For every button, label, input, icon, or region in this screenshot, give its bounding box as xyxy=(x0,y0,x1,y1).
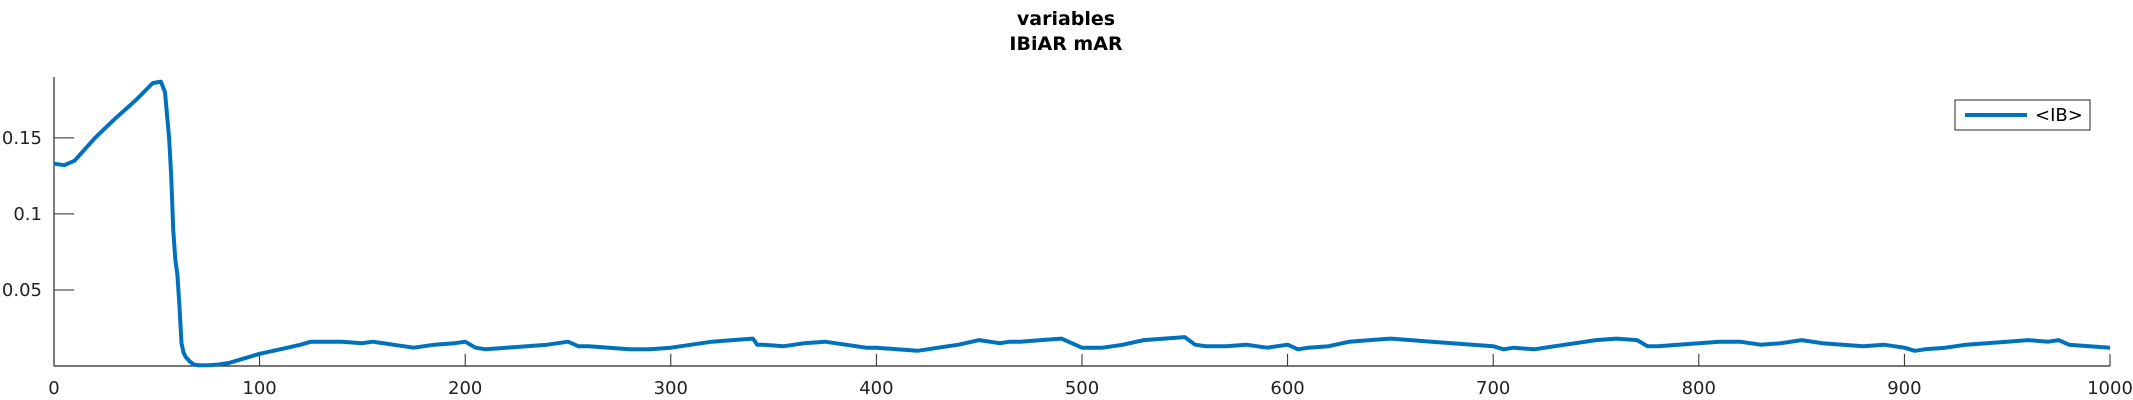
x-tick-label: 400 xyxy=(859,378,893,399)
x-tick-label: 700 xyxy=(1476,378,1510,399)
x-tick-label: 200 xyxy=(448,378,482,399)
plot-area xyxy=(53,79,2111,368)
x-tick-label: 1000 xyxy=(2087,378,2133,399)
x-tick-label: 500 xyxy=(1065,378,1099,399)
y-tick-label: 0.05 xyxy=(2,280,42,301)
legend-label: <IB> xyxy=(2035,105,2083,126)
axes: 0 100 200 300 400 500 600 700 800 900 1000 0.05 0.1 0… xyxy=(2,77,2133,399)
y-tick-label: 0.15 xyxy=(2,128,42,149)
x-tick-label: 0 xyxy=(48,378,59,399)
legend: <IB> xyxy=(1954,99,2091,131)
chart-subtitle: IBiAR mAR xyxy=(1009,33,1123,55)
y-tick-label: 0.1 xyxy=(13,204,42,225)
x-tick-label: 100 xyxy=(242,378,276,399)
chart-title: variables xyxy=(1017,8,1115,30)
x-tick-label: 600 xyxy=(1270,378,1304,399)
x-tick-label: 300 xyxy=(654,378,688,399)
x-tick-label: 900 xyxy=(1887,378,1921,399)
series-line-ib xyxy=(53,79,2111,368)
x-tick-label: 800 xyxy=(1682,378,1716,399)
